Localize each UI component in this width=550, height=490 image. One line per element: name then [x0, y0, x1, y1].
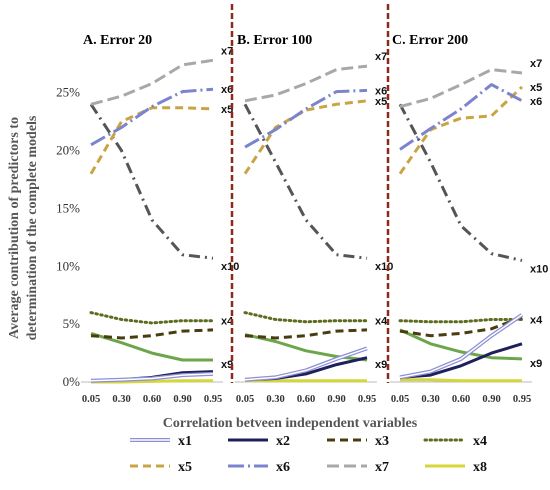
legend-item-x2: x2	[228, 434, 290, 449]
series-line-x1-inner	[244, 347, 368, 381]
series-line-x3	[244, 328, 368, 340]
panel-1: A. Error 200.05 0.30 0.60 0.90 0.95x4x5x6x7x…	[81, 33, 239, 405]
series-label-x10: x10	[530, 264, 548, 276]
x-tick-label: 0.05	[391, 394, 409, 405]
legend-label-x7: x7	[375, 460, 389, 475]
x-tick-label: 0.95	[358, 394, 376, 405]
y-tick-label: 10%	[56, 258, 80, 273]
y-tick-label: 15%	[56, 200, 80, 215]
series-line-x10	[89, 103, 214, 260]
series-line-x3	[90, 328, 214, 340]
legend-label-x5: x5	[178, 460, 192, 475]
series-line-x7	[90, 58, 214, 106]
axes-layer: 0% 5% 10% 15% 20% 25%	[56, 4, 390, 389]
legend-label-x8: x8	[473, 460, 487, 475]
legend-label-x2: x2	[276, 434, 290, 449]
series-label-x6: x6	[221, 84, 233, 96]
legend-item-x4: x4	[423, 434, 487, 449]
y-tick-label: 5%	[63, 316, 81, 331]
series-label-x7: x7	[375, 51, 387, 63]
series-label-x9: x9	[375, 359, 387, 371]
series-line-x10	[243, 103, 368, 260]
series-label-x5: x5	[375, 96, 387, 108]
legend-item-x5: x5	[130, 460, 192, 475]
legend-label-x6: x6	[276, 460, 290, 475]
panel-title: B. Error 100	[237, 33, 312, 48]
legend-item-x8: x8	[425, 460, 487, 475]
series-label-x6: x6	[530, 96, 542, 108]
x-tick-label: 0.95	[513, 394, 531, 405]
x-tick-label: 0.90	[327, 394, 345, 405]
y-axis-label-line-2: determination of the complete models	[25, 115, 40, 340]
series-line-x9	[399, 328, 523, 361]
panel-title: A. Error 20	[83, 33, 152, 48]
x-tick-label: 0.90	[482, 394, 500, 405]
panel-3: C. Error 200 0.05 0.30 0.60 0.90 0.95 x4 x5 x6 x7…	[390, 33, 548, 405]
series-line-x5	[243, 99, 368, 175]
x-tick-label: 0.60	[297, 394, 315, 405]
series-label-x10: x10	[221, 261, 239, 273]
y-tick-label: 0%	[63, 374, 81, 389]
series-line-x5	[398, 85, 524, 175]
series-label-x4: x4	[530, 315, 543, 327]
series-line-x10	[398, 103, 523, 262]
series-line-x2	[399, 342, 523, 379]
series-label-x4: x4	[375, 316, 388, 328]
series-line-x3	[399, 315, 523, 338]
legend-item-x7: x7	[327, 460, 389, 475]
panel-title: C. Error 200	[392, 33, 468, 48]
x-tick-label: 0.30	[266, 394, 284, 405]
legend-label-x1: x1	[178, 434, 192, 449]
series-line-x4	[398, 318, 524, 324]
series-label-x7: x7	[221, 45, 233, 57]
x-tick-label: 0.90	[173, 394, 191, 405]
y-tick-label: 25%	[56, 85, 80, 100]
series-label-x5: x5	[530, 82, 542, 94]
legend-item-x6: x6	[228, 460, 290, 475]
series-label-x9: x9	[530, 358, 542, 370]
legend-label-x3: x3	[375, 434, 389, 449]
series-line-x6	[90, 87, 214, 147]
legend-label-x4: x4	[473, 434, 487, 449]
series-label-x5: x5	[221, 104, 233, 116]
x-tick-label: 0.30	[421, 394, 439, 405]
series-label-x7: x7	[530, 58, 542, 70]
x-tick-label: 0.05	[82, 394, 100, 405]
legend-item-x3: x3	[327, 434, 389, 449]
series-line-x6	[244, 88, 368, 149]
series-line-x7	[399, 68, 523, 109]
series-line-x1-inner	[90, 373, 214, 382]
series-line-x5	[89, 106, 214, 175]
x-axis-label: Correlation betveen independent variable…	[163, 416, 418, 431]
series-line-x8	[400, 378, 522, 383]
series-line-x6	[399, 83, 523, 151]
series-label-x6: x6	[375, 85, 387, 97]
legend-item-x1: x1	[130, 434, 192, 449]
series-line-x4	[89, 311, 215, 325]
series-label-x10: x10	[375, 261, 393, 273]
series-line-x9	[90, 331, 213, 362]
panels-layer: A. Error 200.05 0.30 0.60 0.90 0.95x4x5x6x7x…	[81, 33, 548, 405]
series-line-x7	[244, 64, 368, 103]
x-tick-label: 0.05	[236, 394, 254, 405]
x-tick-label: 0.30	[112, 394, 130, 405]
x-tick-label: 0.60	[143, 394, 161, 405]
x-tick-label: 0.95	[204, 394, 222, 405]
legend: x1 x2 x3 x4 x5 x6 x7 x8	[130, 434, 487, 475]
y-tick-label: 20%	[56, 143, 80, 158]
x-tick-label: 0.60	[452, 394, 470, 405]
series-label-x9: x9	[221, 359, 233, 371]
y-axis-label-line-1: Average contribution of predictors to	[7, 117, 22, 339]
series-line-x1-inner	[399, 314, 523, 379]
series-line-x9	[244, 333, 368, 362]
series-line-x4	[243, 311, 369, 324]
